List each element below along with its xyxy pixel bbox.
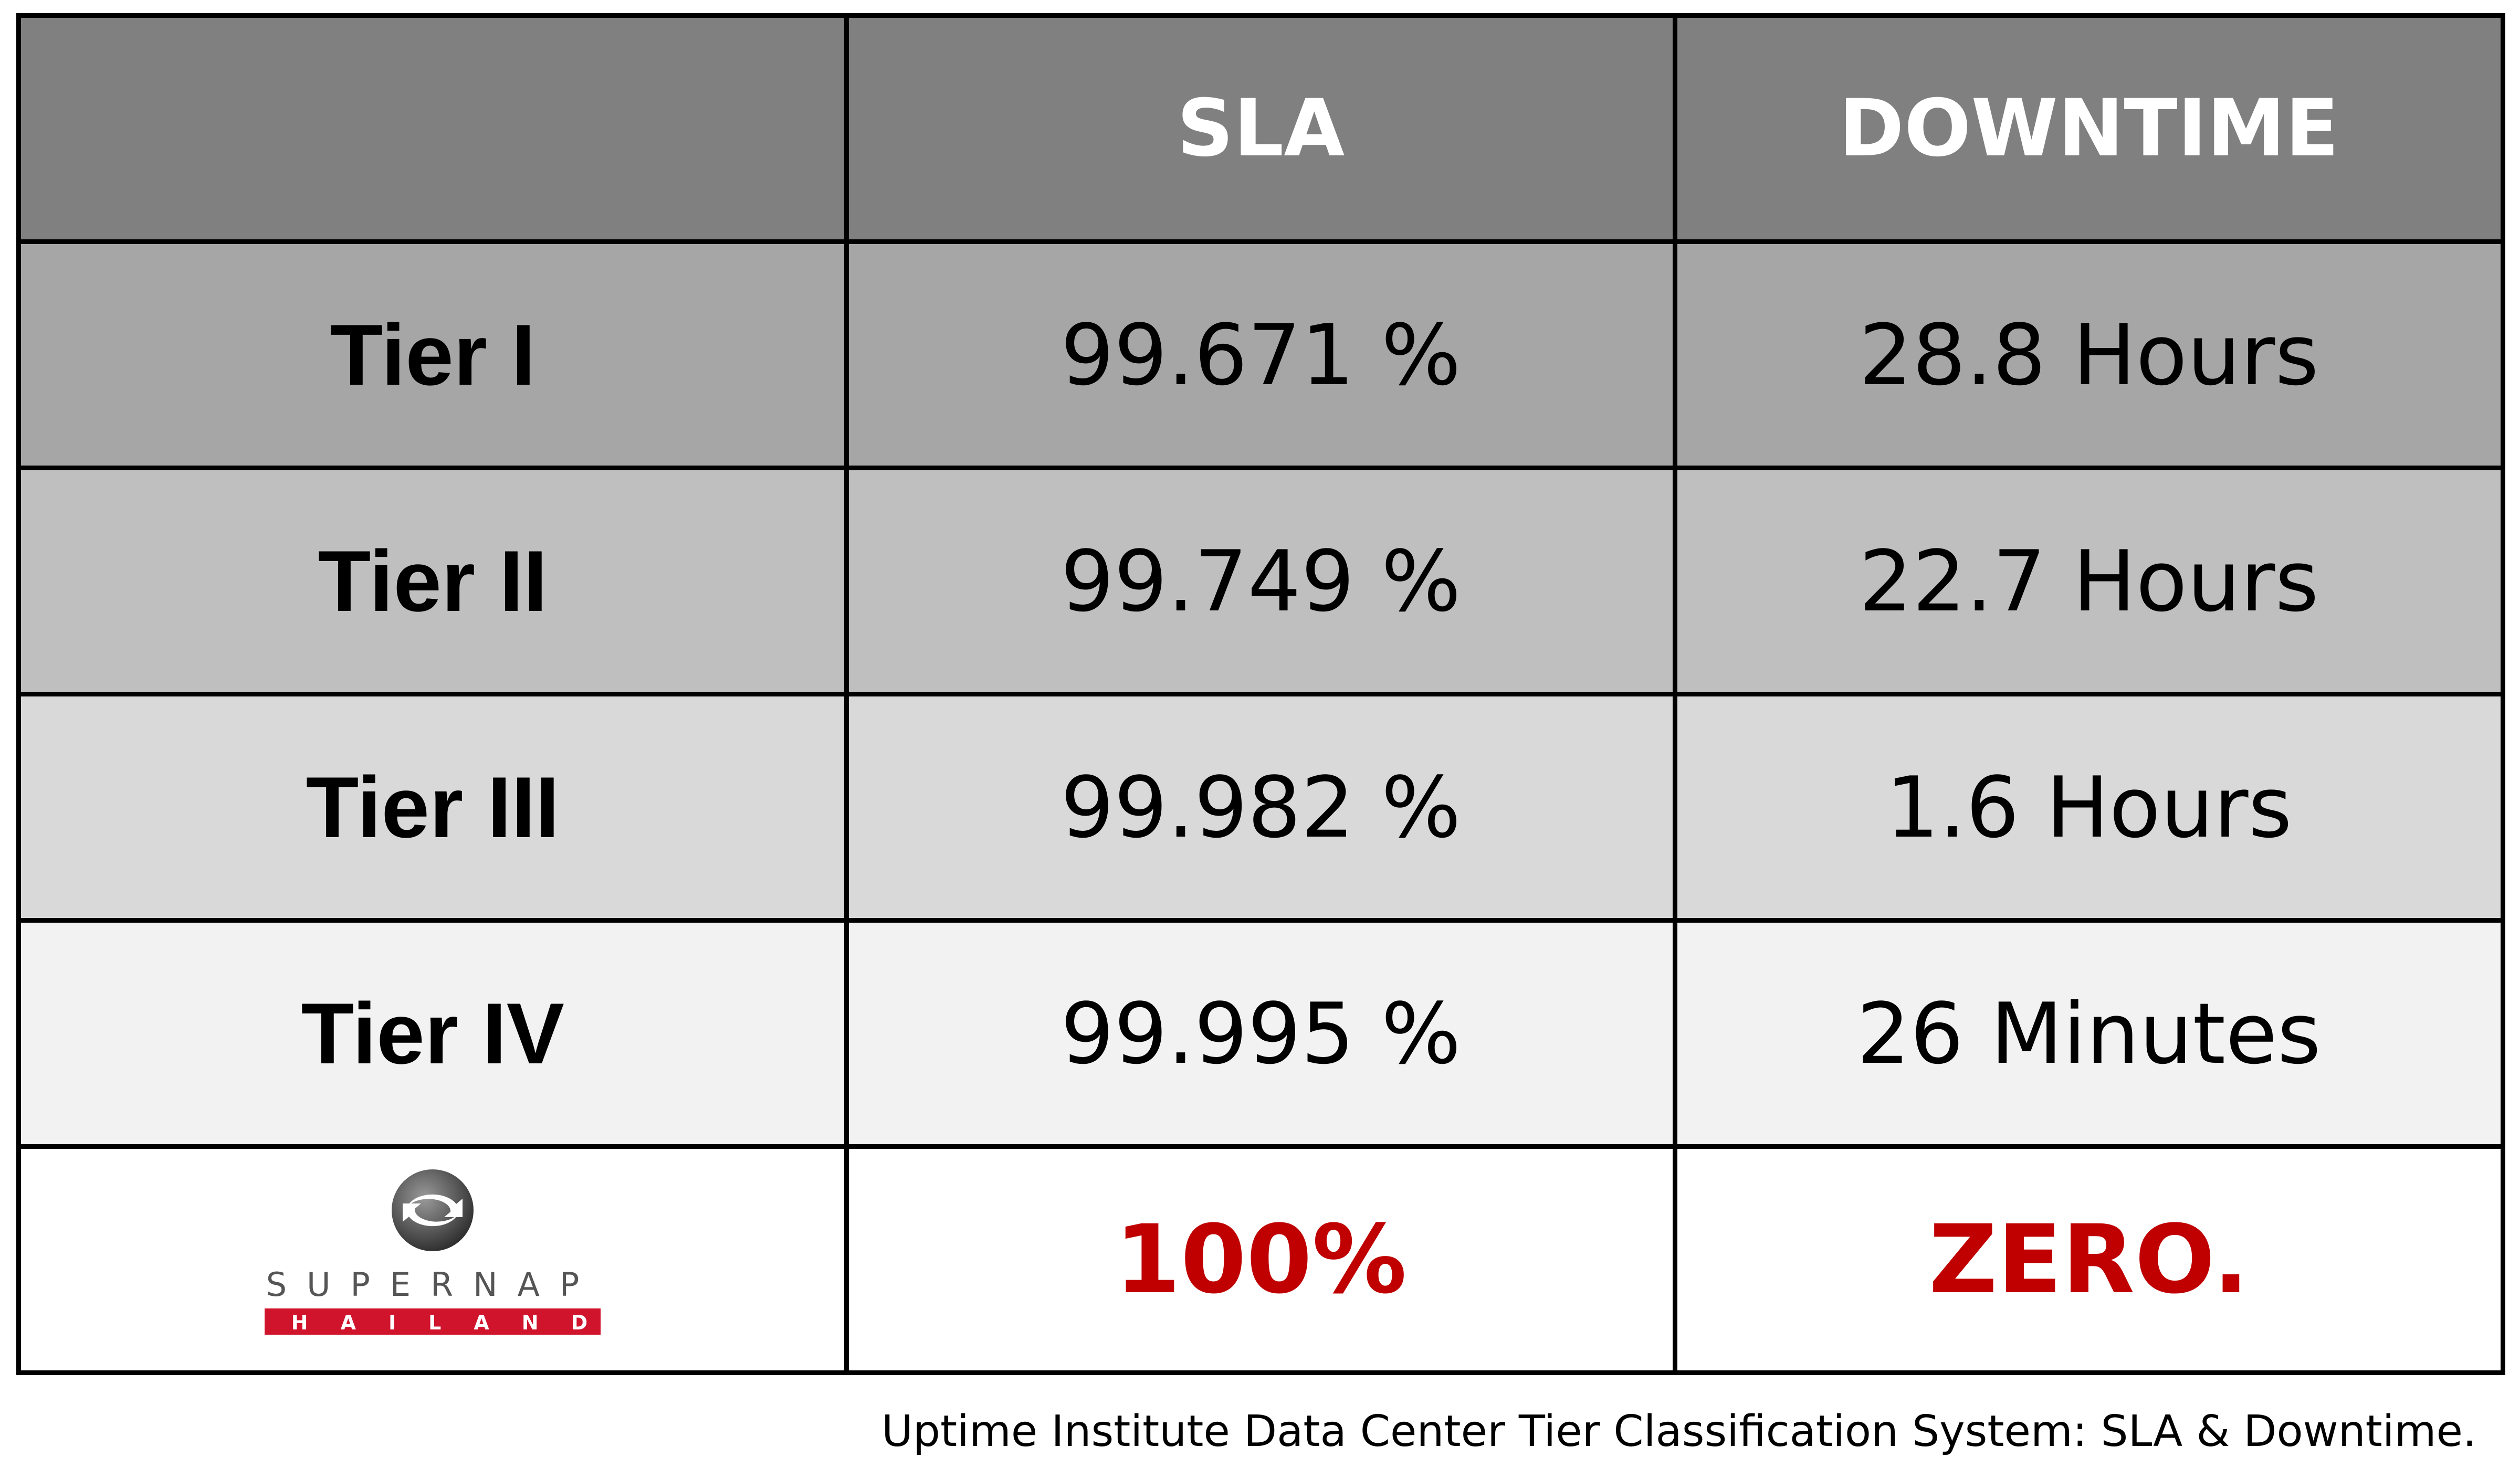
tier-table: SLA DOWNTIME Tier I 99.671 % 28.8 Hours …: [16, 13, 2506, 1375]
tier-cell: Tier II: [16, 466, 849, 696]
row: Tier II 99.749 % 22.7 Hours: [16, 466, 2506, 696]
downtime-cell: 1.6 Hours: [1672, 692, 2506, 923]
downtime-cell: 28.8 Hours: [1672, 239, 2506, 470]
logo-cell: SUPERNAP THAILAND: [16, 1144, 849, 1375]
row: Tier I 99.671 % 28.8 Hours: [16, 239, 2506, 470]
logo-bar: [265, 1308, 601, 1335]
header-cell: DOWNTIME: [1672, 13, 2506, 244]
row: Tier IV 99.995 % 26 Minutes: [16, 918, 2506, 1149]
header-row: SLA DOWNTIME: [16, 13, 2506, 244]
logo-icon: [392, 1169, 474, 1251]
logo-arrow: [403, 1203, 459, 1227]
tier-cell: Tier IV: [16, 918, 849, 1149]
sla-cell: 99.982 %: [844, 692, 1677, 923]
header-cell: SLA: [844, 13, 1677, 244]
supernap-downtime: ZERO.: [1672, 1144, 2506, 1375]
tier-cell: Tier I: [16, 239, 849, 470]
downtime-cell: 22.7 Hours: [1672, 466, 2506, 696]
logo-name: SUPERNAP: [266, 1265, 600, 1304]
logo-sub: THAILAND: [249, 1311, 616, 1334]
sla-cell: 99.671 %: [844, 239, 1677, 470]
row: Tier III 99.982 % 1.6 Hours: [16, 692, 2506, 923]
sla-cell: 99.749 %: [844, 466, 1677, 696]
sla-cell: 99.995 %: [844, 918, 1677, 1149]
downtime-cell: 26 Minutes: [1672, 918, 2506, 1149]
logo: SUPERNAP THAILAND: [245, 1169, 616, 1335]
logo-arrow: [406, 1194, 463, 1217]
caption: Uptime Institute Data Center Tier Classi…: [881, 1407, 2476, 1456]
supernap-sla: 100%: [844, 1144, 1677, 1375]
supernap-row: SUPERNAP THAILAND 100% ZERO.: [16, 1144, 2506, 1375]
tier-cell: Tier III: [16, 692, 849, 923]
header-cell: [16, 13, 849, 244]
